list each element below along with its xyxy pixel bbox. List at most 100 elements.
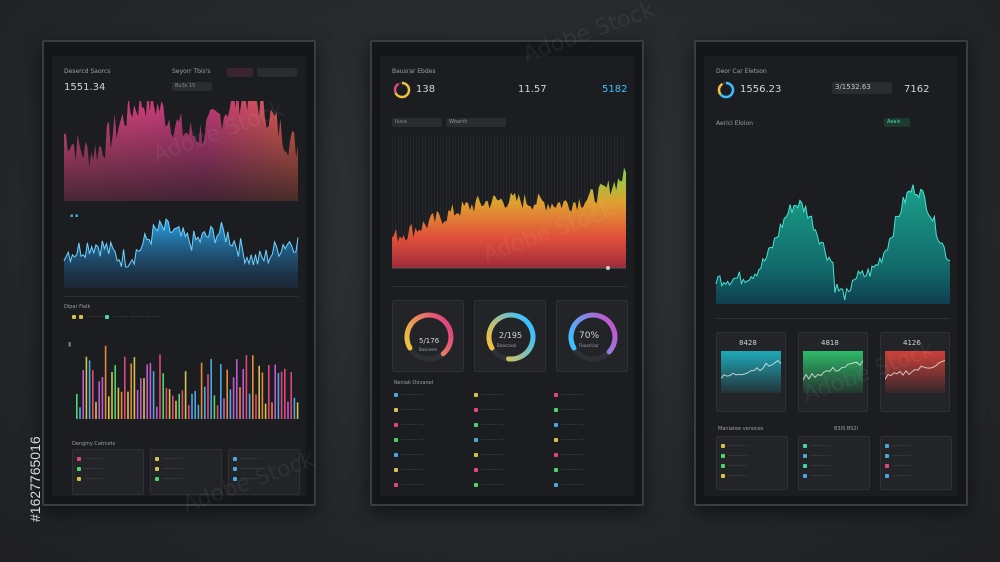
bar [248, 393, 251, 419]
list-item[interactable]: ·········· ···· [554, 482, 585, 488]
bar [210, 358, 212, 419]
footer-value: B3IS BS2I [834, 426, 859, 432]
tab-a[interactable]: Iluca [392, 118, 442, 127]
gauge-card-1[interactable]: 5/176 Basceem [392, 300, 464, 372]
mini-card-3[interactable]: 4126 [880, 332, 950, 412]
bar [252, 355, 254, 419]
list-item[interactable]: ·········· ···· [394, 482, 425, 488]
gauge-value-1: 5/176 [419, 337, 440, 345]
tag-chip[interactable]: Aeais [884, 118, 910, 127]
bar [255, 394, 257, 419]
bar [172, 395, 174, 419]
bar [95, 401, 97, 419]
header-badge[interactable] [227, 68, 253, 77]
mini-chart-3 [885, 351, 945, 393]
list-item[interactable]: ·········· ···· [474, 467, 505, 473]
list-item[interactable]: ·········· ···· [474, 482, 505, 488]
bar [168, 389, 171, 419]
bar [293, 397, 296, 419]
mini-card-2[interactable]: 4818 [798, 332, 868, 412]
bar [287, 401, 289, 419]
bar [229, 389, 232, 419]
list-item[interactable]: ·········· ···· [474, 437, 505, 443]
header-title: Bausrar Ebdes [392, 68, 436, 75]
bar [226, 369, 228, 419]
list-item[interactable]: ·········· ···· [554, 422, 585, 428]
list-item[interactable]: ·········· ···· [394, 422, 425, 428]
list-item[interactable]: ·········· ···· [474, 392, 505, 398]
bar [258, 365, 260, 419]
gauge-card-2[interactable]: 2/195 Boarcasal [474, 300, 546, 372]
footer-card-3[interactable]: ··········· · ··········· · ··········· … [228, 449, 300, 495]
gauge-card-3[interactable]: 70% Fbaarlicar [556, 300, 628, 372]
divider [392, 286, 626, 287]
gradient-area-chart [392, 136, 626, 270]
list-item[interactable]: ·········· ···· [554, 437, 585, 443]
header-menu-chip[interactable] [257, 68, 297, 77]
list-item[interactable]: ·········· ···· [554, 467, 585, 473]
bar [181, 390, 184, 419]
bar [85, 356, 88, 419]
gauge-sub-3: Fbaarlicar [579, 343, 599, 348]
blue-area-chart [63, 218, 299, 288]
footer-card-2[interactable]: ··········· · ··········· · ··········· … [150, 449, 222, 495]
bar [133, 357, 136, 419]
mini-card-1[interactable]: 8428 [716, 332, 786, 412]
bar [101, 376, 104, 419]
bar [165, 388, 168, 419]
divider [716, 318, 950, 319]
bar [162, 373, 164, 419]
bar [194, 390, 196, 419]
bar [296, 402, 299, 419]
stat-2[interactable]: 3/1532.63 [832, 82, 892, 94]
bar [108, 396, 110, 419]
stat-primary: 1551.34 [64, 82, 106, 93]
bar [261, 372, 264, 419]
multicolor-bar-chart [76, 345, 299, 419]
list-item[interactable]: ·········· ···· [554, 452, 585, 458]
bar [242, 369, 244, 419]
footer-card-3[interactable]: ··········· · ··········· · ··········· … [880, 436, 952, 490]
bar [274, 364, 276, 419]
list-item[interactable]: ·········· ···· [394, 437, 425, 443]
dashboard-device-right: Deor Car Eletson 1556.23 3/1532.63 7162 … [694, 40, 968, 506]
stat-1: 138 [416, 84, 436, 95]
bar [104, 345, 107, 419]
bar [156, 406, 158, 419]
gauge-sub-2: Boarcasal [497, 343, 517, 348]
list-item[interactable]: ·········· ···· [394, 467, 425, 473]
tab-b[interactable]: Wbarth [446, 118, 506, 127]
list-item[interactable]: ·········· ···· [554, 392, 585, 398]
list-item[interactable]: ·········· ···· [394, 392, 425, 398]
gauge-ring-3 [568, 312, 618, 362]
dashboard-screen-right: Deor Car Eletson 1556.23 3/1532.63 7162 … [704, 56, 958, 496]
bar [175, 400, 177, 419]
bar [92, 370, 94, 419]
list-item[interactable]: ·········· ···· [554, 407, 585, 413]
bar [236, 359, 238, 419]
bar [213, 395, 216, 419]
list-item[interactable]: ·········· ···· [394, 452, 425, 458]
gauge-value-3: 70% [579, 331, 600, 341]
bar [127, 391, 129, 419]
bar [271, 402, 273, 419]
list-item[interactable]: ·········· ···· [474, 407, 505, 413]
stat-secondary-chip[interactable]: Bu3s 15 [172, 82, 212, 91]
stat-1: 1556.23 [740, 84, 782, 95]
bar [232, 377, 235, 419]
footer-card-1[interactable]: ··········· · ··········· · ··········· … [716, 436, 788, 490]
blue-series-label: ▪ ▪ [70, 213, 79, 219]
header-left-title: Desercd Saorcs [64, 68, 111, 75]
dashboard-device-middle: Bausrar Ebdes 138 11.57 5182 Iluca Wbart… [370, 40, 644, 506]
list-item[interactable]: ·········· ···· [474, 422, 505, 428]
footer-card-1[interactable]: ··········· · ··········· · ··········· … [72, 449, 144, 495]
mini-chart-2 [803, 351, 863, 393]
list-item[interactable]: ·········· ···· [394, 407, 425, 413]
footer-card-2[interactable]: ··········· · ··········· · ··········· … [798, 436, 870, 490]
bar [178, 393, 180, 419]
bar [197, 404, 200, 419]
teal-area-chart [715, 184, 951, 304]
bar [146, 364, 148, 419]
list-item[interactable]: ·········· ···· [474, 452, 505, 458]
